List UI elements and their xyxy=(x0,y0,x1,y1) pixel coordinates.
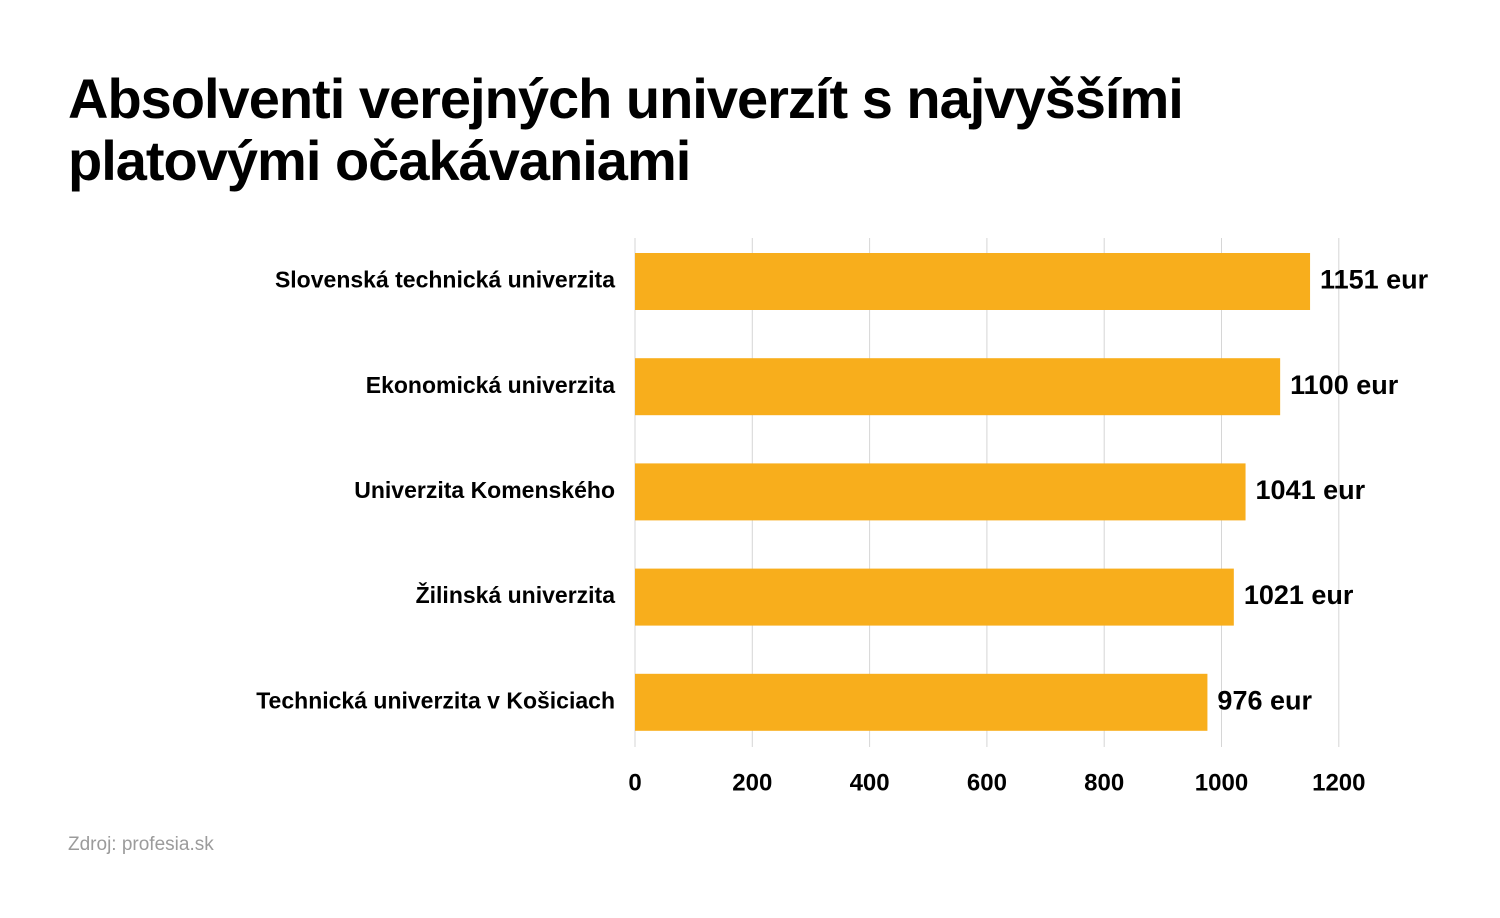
category-label: Ekonomická univerzita xyxy=(366,372,615,398)
x-tick-label: 800 xyxy=(1084,769,1124,796)
chart-title: Absolventi verejných univerzít s najvyšš… xyxy=(68,67,1184,192)
category-labels: Slovenská technická univerzita Ekonomická… xyxy=(256,267,615,714)
x-tick-label: 1000 xyxy=(1195,769,1248,796)
bar xyxy=(635,253,1311,310)
value-label: 1021 eur xyxy=(1244,580,1354,610)
x-tick-label: 400 xyxy=(850,769,890,796)
category-label: Žilinská univerzita xyxy=(416,581,616,608)
bar xyxy=(635,673,1208,731)
bar xyxy=(635,358,1281,416)
bar xyxy=(635,463,1246,521)
value-label: 976 eur xyxy=(1217,685,1312,715)
bar xyxy=(635,568,1234,626)
category-label: Slovenská technická univerzita xyxy=(275,267,615,293)
category-label: Technická univerzita v Košiciach xyxy=(256,687,615,713)
value-label: 1100 eur xyxy=(1290,370,1399,400)
value-label: 1041 eur xyxy=(1256,475,1366,505)
x-tick-label: 0 xyxy=(628,769,641,796)
x-tick-label: 200 xyxy=(732,769,772,796)
x-tick-label: 1200 xyxy=(1312,769,1365,796)
bars xyxy=(635,253,1311,731)
x-axis-ticks: 0 200 400 600 800 1000 1200 xyxy=(628,769,1365,796)
value-label: 1151 eur xyxy=(1320,265,1429,295)
x-tick-label: 600 xyxy=(967,769,1007,796)
category-label: Univerzita Komenského xyxy=(354,477,615,503)
source-note: Zdroj: profesia.sk xyxy=(68,834,214,855)
value-labels: 1151 eur 1100 eur 1041 eur 1021 eur 976 eur xyxy=(1217,265,1428,716)
